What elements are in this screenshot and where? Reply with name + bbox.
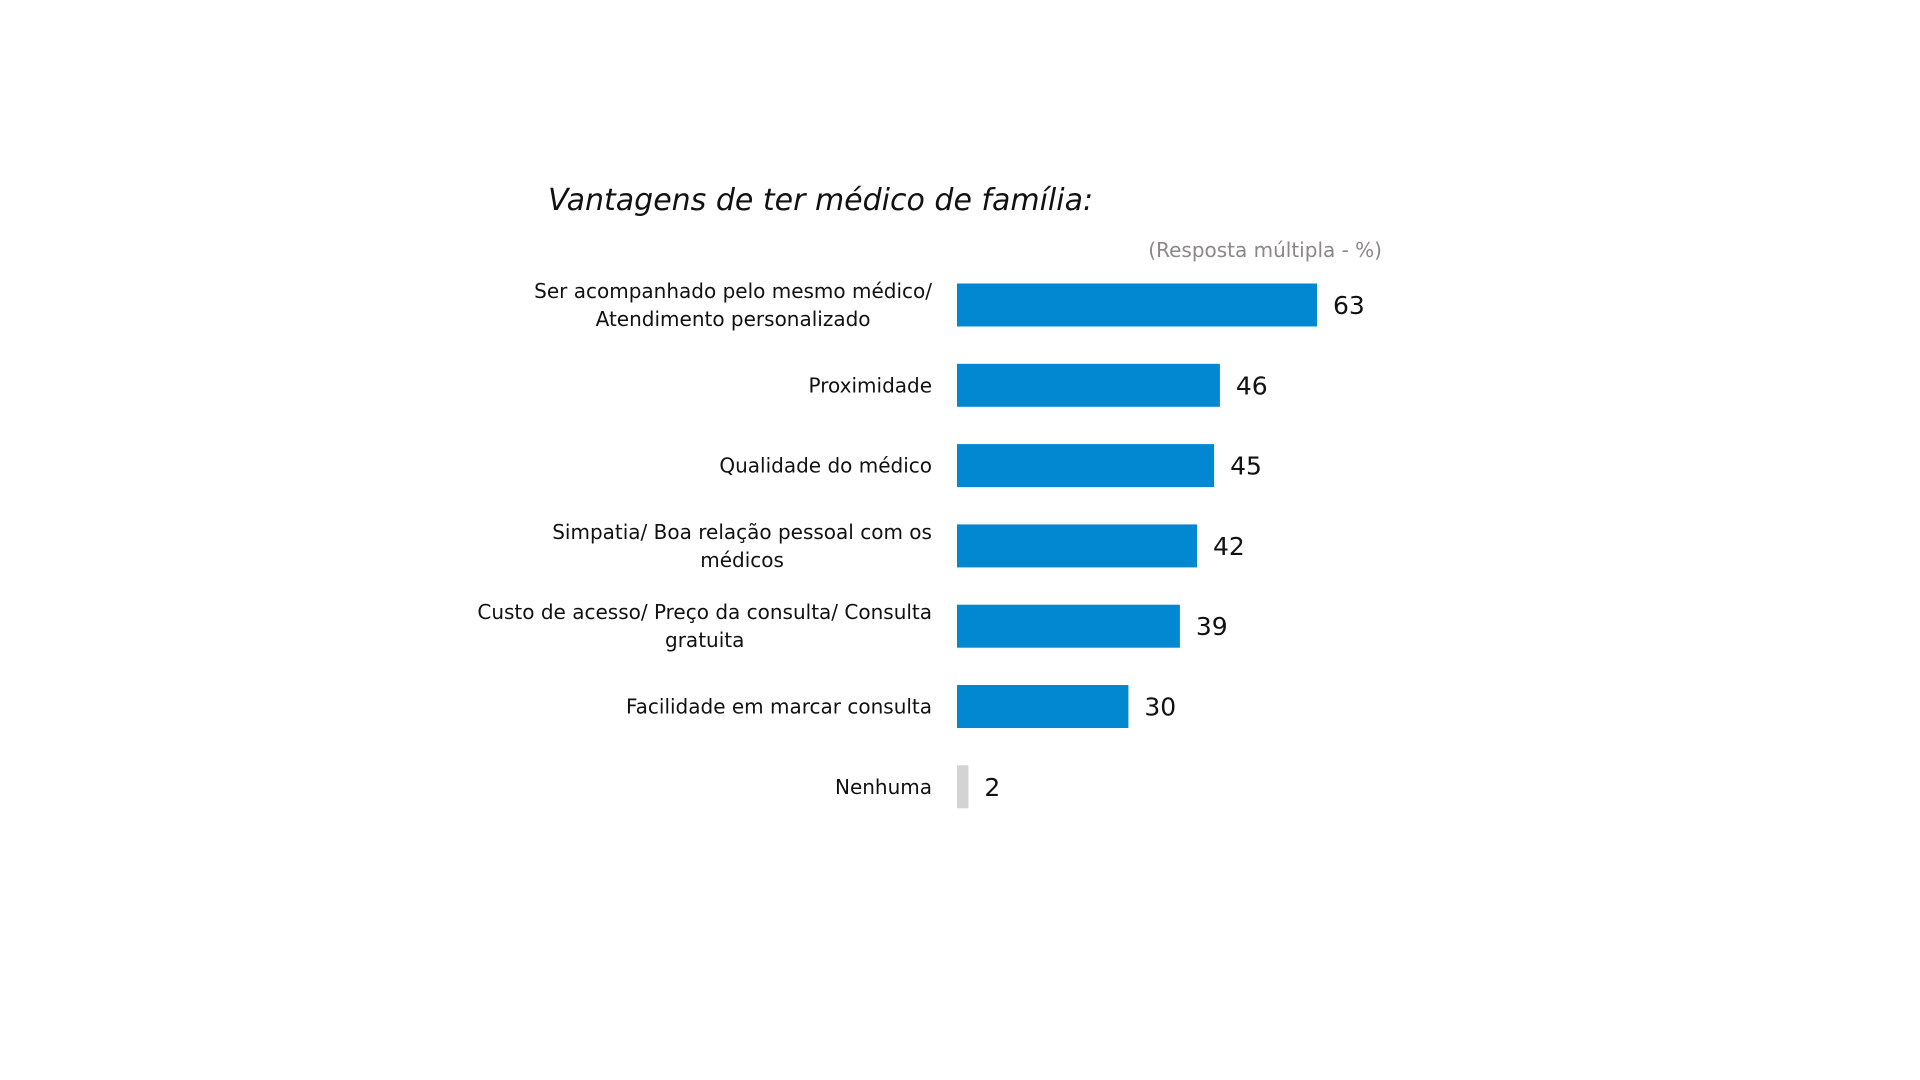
bar-2: [957, 444, 1215, 488]
bar-3: [957, 524, 1197, 568]
category-label-2: Qualidade do médico: [719, 454, 932, 478]
bar-5: [957, 685, 1129, 728]
bar-0: [957, 283, 1317, 327]
bar-4: [957, 604, 1180, 648]
value-label-3: 42: [1213, 532, 1245, 561]
bar-1: [957, 363, 1220, 407]
category-label-5: Facilidade em marcar consulta: [626, 695, 932, 719]
category-label-6: Nenhuma: [835, 775, 932, 799]
category-label-3: Simpatia/ Boa relação pessoal com os médi…: [552, 520, 932, 572]
value-label-6: 2: [984, 773, 1000, 802]
category-label-0: Ser acompanhado pelo mesmo médico/Atendi…: [534, 279, 932, 331]
value-label-2: 45: [1230, 452, 1262, 481]
chart-title: Vantagens de ter médico de família:: [548, 183, 1094, 218]
value-label-4: 39: [1196, 612, 1228, 641]
value-label-5: 30: [1144, 693, 1176, 722]
category-label-1: Proximidade: [809, 373, 933, 397]
bar-6: [957, 765, 969, 809]
chart-subtitle: (Resposta múltipla - %): [1148, 238, 1382, 262]
value-label-0: 63: [1333, 291, 1365, 320]
value-label-1: 46: [1236, 371, 1268, 400]
category-label-4: Custo de acesso/ Preço da consulta/ Cons…: [477, 600, 932, 652]
